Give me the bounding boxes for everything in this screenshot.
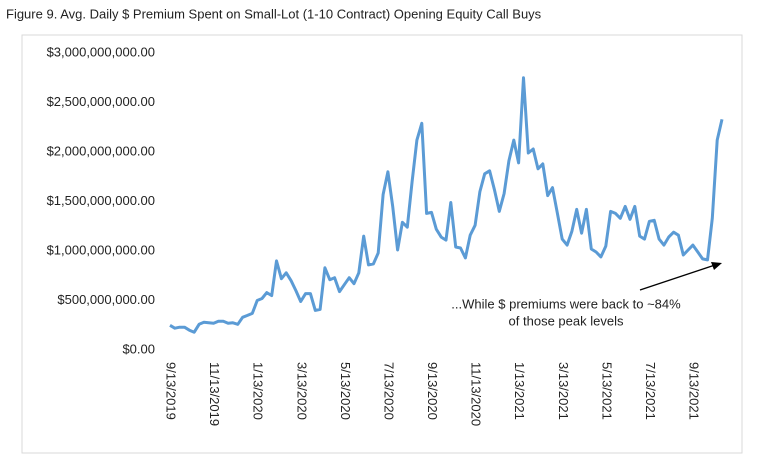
- x-tick-label: 11/13/2019: [207, 362, 222, 426]
- x-tick-label: 11/13/2020: [469, 362, 484, 426]
- x-tick-label: 9/13/2019: [164, 362, 179, 420]
- y-tick-label: $2,000,000,000.00: [47, 143, 155, 158]
- chart-frame: [21, 34, 743, 454]
- x-tick-label: 3/13/2020: [294, 362, 309, 420]
- arrow-head: [711, 262, 722, 270]
- x-tick-label: 9/13/2021: [687, 362, 702, 420]
- data-line: [169, 76, 724, 334]
- x-tick-label: 7/13/2020: [381, 362, 396, 420]
- annotation-arrow: [639, 263, 719, 291]
- annotation: ...While $ premiums were back to ~84%: [451, 296, 681, 311]
- chart-title: Figure 9. Avg. Daily $ Premium Spent on …: [6, 6, 542, 21]
- annotation: of those peak levels: [509, 313, 624, 328]
- x-tick-label: 3/13/2021: [556, 362, 571, 420]
- y-tick-label: $1,000,000,000.00: [47, 242, 155, 257]
- y-tick-label: $1,500,000,000.00: [47, 193, 155, 208]
- x-tick-label: 7/13/2021: [643, 362, 658, 420]
- y-tick-label: $2,500,000,000.00: [47, 94, 155, 109]
- x-tick-label: 5/13/2020: [338, 362, 353, 420]
- y-tick-label: $500,000,000.00: [57, 292, 155, 307]
- x-tick-label: 1/13/2020: [251, 362, 266, 420]
- y-tick-label: $3,000,000,000.00: [47, 44, 155, 59]
- x-tick-label: 5/13/2021: [599, 362, 614, 420]
- x-tick-label: 1/13/2021: [512, 362, 527, 420]
- y-tick-label: $0.00: [122, 341, 155, 356]
- x-tick-label: 9/13/2020: [425, 362, 440, 420]
